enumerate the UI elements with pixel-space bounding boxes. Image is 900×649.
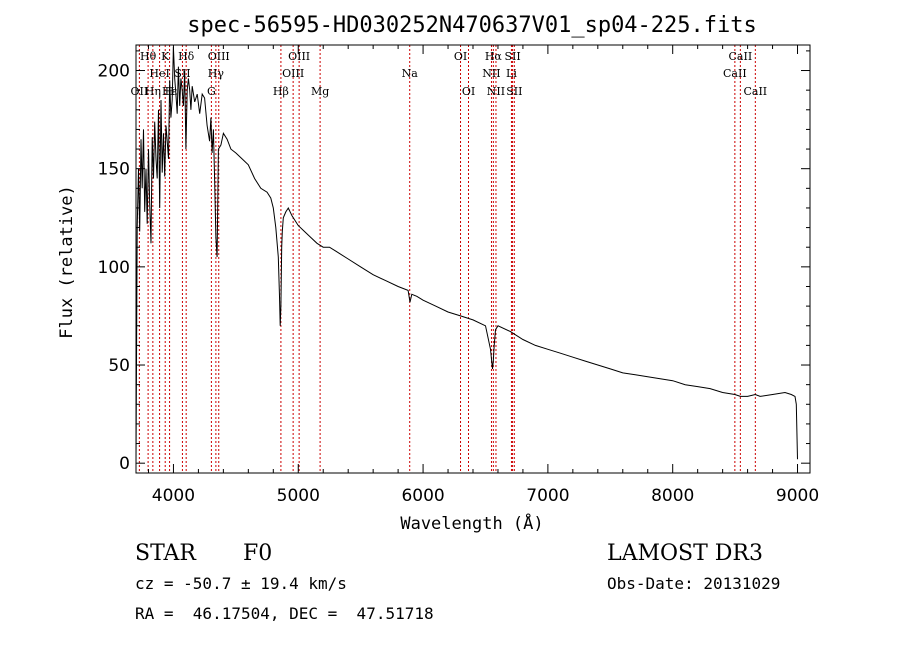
- line-annotation-12: OIII: [288, 50, 310, 63]
- line-annotation-21: NII: [487, 85, 505, 98]
- obs-date: Obs-Date: 20131029: [607, 574, 781, 593]
- survey-name: LAMOST DR3: [607, 541, 763, 566]
- line-annotation-20: NII: [482, 67, 500, 80]
- x-tick-label-0: 4000: [152, 486, 195, 506]
- line-annotation-24: SII: [506, 85, 522, 98]
- plot-frame: [135, 44, 811, 474]
- line-annotation-13: OIII: [282, 67, 304, 80]
- line-annotation-26: CaII: [723, 67, 747, 80]
- subclass: F0: [243, 541, 273, 566]
- line-annotation-6: Hδ: [178, 50, 195, 63]
- line-annotation-11: G: [207, 85, 216, 98]
- line-annotation-4: K: [161, 50, 170, 63]
- y-axis-ticks: 0 50 100 150 200: [98, 50, 810, 474]
- line-annotation-27: CaII: [743, 85, 767, 98]
- spectrum-line: [135, 46, 798, 464]
- y-tick-label-0: 0: [119, 454, 130, 474]
- chart-title: spec-56595-HD030252N470637V01_sp04-225.f…: [187, 13, 757, 38]
- line-annotation-1: OII: [131, 85, 149, 98]
- line-annotation-16: Na: [402, 67, 419, 80]
- line-annotation-9: OIII: [208, 50, 230, 63]
- line-annotation-3: HeI: [149, 67, 169, 80]
- x-tick-label-5: 9000: [776, 486, 819, 506]
- y-tick-label-2: 100: [98, 258, 130, 278]
- line-annotation-25: CaII: [729, 50, 753, 63]
- line-annotation-10: Hγ: [208, 67, 225, 80]
- line-annotation-14: Hβ: [273, 85, 289, 98]
- line-annotation-17: OI: [454, 50, 467, 63]
- ra-dec: RA = 46.17504, DEC = 47.51718: [135, 604, 434, 623]
- line-annotation-22: SII: [504, 50, 520, 63]
- x-tick-label-4: 8000: [651, 486, 694, 506]
- line-annotation-15: Mg: [311, 85, 329, 98]
- line-annotation-7: SII: [174, 67, 190, 80]
- line-annotation-19: Hα: [485, 50, 503, 63]
- line-markers: [138, 45, 756, 473]
- y-tick-label-3: 150: [98, 160, 130, 180]
- x-tick-label-3: 7000: [526, 486, 569, 506]
- object-type: STAR: [135, 541, 196, 566]
- y-axis-label: Flux (relative): [57, 185, 77, 339]
- y-tick-label-4: 200: [98, 62, 130, 82]
- x-tick-label-2: 6000: [401, 486, 444, 506]
- line-annotation-18: OI: [462, 85, 475, 98]
- y-tick-label-1: 50: [108, 356, 130, 376]
- x-axis-label: Wavelength (Å): [400, 512, 543, 534]
- line-annotation-23: Li: [506, 67, 517, 80]
- x-tick-label-1: 5000: [277, 486, 320, 506]
- x-axis-ticks: 4000 5000 6000 7000 8000 9000: [147, 45, 819, 506]
- line-annotation-2: Hη: [145, 85, 161, 98]
- redshift-cz: cz = -50.7 ± 19.4 km/s: [135, 574, 347, 593]
- line-annotation-0: Hθ: [140, 50, 157, 63]
